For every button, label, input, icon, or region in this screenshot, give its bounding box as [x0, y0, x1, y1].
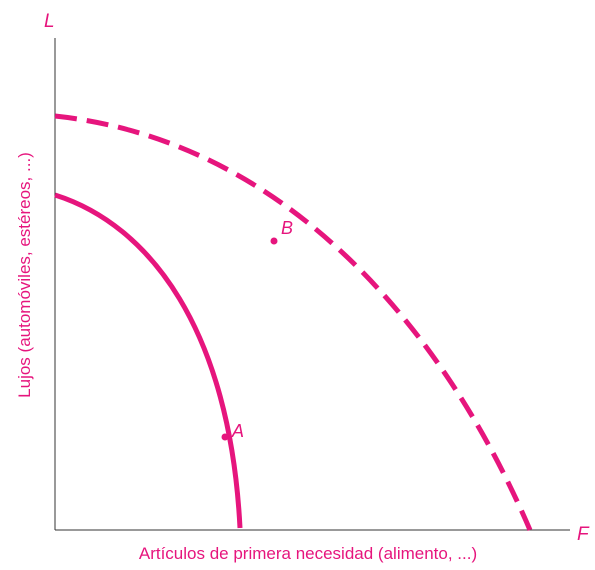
point-b-marker: [270, 237, 278, 245]
outer-frontier-curve: [54, 113, 533, 531]
x-axis-label: Artículos de primera necesidad (alimento…: [139, 544, 477, 563]
inner-frontier-curve: [54, 192, 243, 529]
x-axis-letter: F: [577, 524, 590, 545]
point-b-label: B: [281, 218, 293, 238]
y-axis-letter: L: [44, 11, 55, 32]
point-a-label: A: [231, 421, 244, 441]
point-a-marker: [221, 433, 229, 441]
y-axis-label: Lujos (automóviles, estéreos, ...): [15, 152, 34, 398]
